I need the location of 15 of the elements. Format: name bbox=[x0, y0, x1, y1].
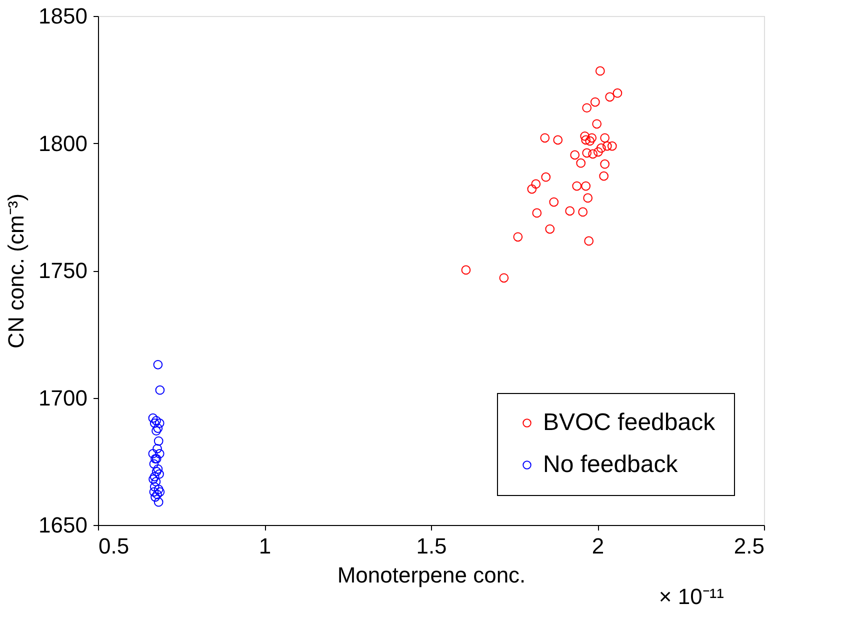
x-tick-label: 2.5 bbox=[734, 534, 764, 558]
legend-label: No feedback bbox=[543, 451, 679, 478]
y-tick-label: 1850 bbox=[38, 4, 88, 28]
y-tick-label: 1800 bbox=[38, 130, 88, 156]
y-tick-label: 1700 bbox=[38, 385, 88, 410]
x-tick-label: 1 bbox=[258, 534, 272, 558]
y-tick-label: 1650 bbox=[38, 512, 88, 538]
y-axis-title: CN conc. (cm⁻³) bbox=[4, 194, 29, 348]
x-tick-label: 0.5 bbox=[98, 534, 130, 558]
text: × 10⁻¹¹ bbox=[658, 584, 724, 609]
y-tick-label: 1750 bbox=[38, 258, 88, 283]
x-axis-title: Monoterpene conc. bbox=[337, 562, 526, 588]
x-tick-label: 1.5 bbox=[416, 534, 447, 558]
x-tick-label: 2 bbox=[592, 534, 604, 558]
legend-label: BVOC feedback bbox=[543, 409, 716, 436]
